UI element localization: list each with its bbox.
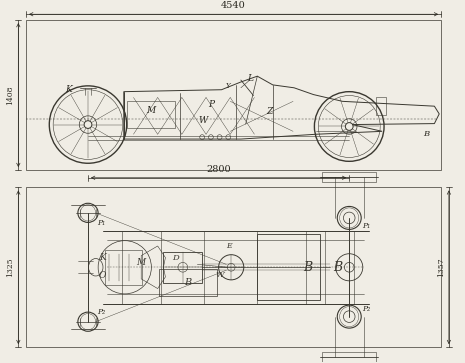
- Text: B: B: [424, 130, 430, 138]
- Text: K: K: [99, 253, 106, 262]
- Bar: [257, 234, 320, 300]
- Bar: [322, 172, 376, 182]
- Text: K: K: [65, 85, 72, 94]
- Text: P₁: P₁: [98, 219, 106, 227]
- Text: Y: Y: [226, 82, 231, 90]
- Text: 1408: 1408: [7, 85, 14, 105]
- Text: 1325: 1325: [7, 257, 14, 277]
- Text: M: M: [146, 106, 155, 115]
- Text: D: D: [172, 254, 179, 262]
- Bar: [106, 250, 142, 285]
- Bar: [322, 352, 376, 362]
- Text: B: B: [184, 278, 191, 287]
- Text: B: B: [333, 261, 342, 274]
- Text: P: P: [208, 100, 214, 109]
- Text: E: E: [226, 242, 232, 250]
- Text: 2800: 2800: [206, 165, 231, 174]
- Bar: [26, 187, 441, 347]
- Text: B: B: [304, 261, 312, 274]
- Bar: [26, 20, 441, 170]
- Bar: [159, 269, 217, 296]
- Text: W: W: [215, 271, 224, 279]
- Text: W: W: [199, 116, 208, 125]
- Text: M: M: [137, 258, 146, 267]
- Text: P₁: P₁: [363, 222, 371, 230]
- Text: 1357: 1357: [437, 257, 445, 277]
- Bar: [164, 252, 202, 283]
- Text: L: L: [247, 74, 253, 83]
- Text: O: O: [99, 270, 106, 280]
- Bar: [376, 98, 386, 115]
- Text: P₂: P₂: [363, 305, 371, 313]
- Bar: [126, 101, 175, 129]
- Text: Z: Z: [266, 107, 272, 117]
- Text: P₂: P₂: [98, 308, 106, 316]
- Text: 4540: 4540: [221, 1, 246, 11]
